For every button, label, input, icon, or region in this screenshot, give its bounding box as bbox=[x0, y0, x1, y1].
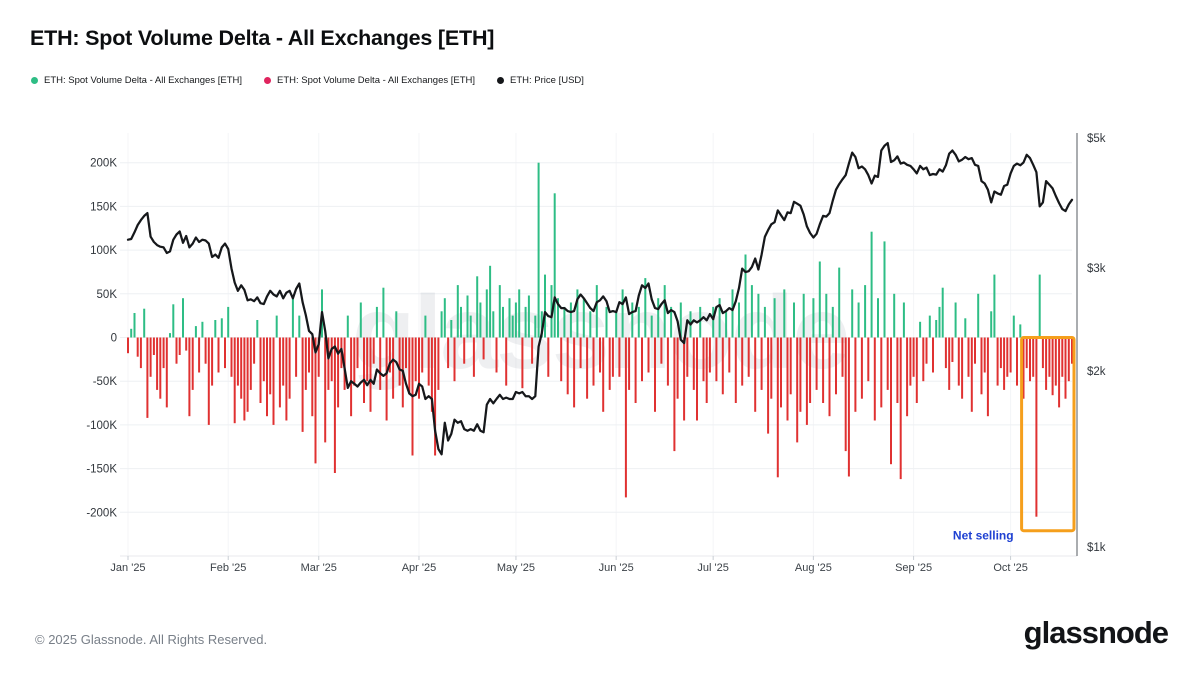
x-tick-label: Jan '25 bbox=[110, 562, 145, 574]
legend-item-volume-delta-negative[interactable]: ETH: Spot Volume Delta - All Exchanges [… bbox=[264, 75, 475, 86]
glassnode-logo[interactable]: glassnode bbox=[1023, 615, 1169, 650]
x-tick-label: Apr '25 bbox=[402, 562, 437, 574]
left-tick-label: 0 bbox=[111, 333, 117, 345]
page-title: ETH: Spot Volume Delta - All Exchanges [… bbox=[30, 26, 495, 50]
right-tick-label: $5k bbox=[1087, 133, 1106, 145]
x-tick-label: Jul '25 bbox=[697, 562, 728, 574]
legend-label: ETH: Spot Volume Delta - All Exchanges [… bbox=[44, 75, 243, 86]
net-selling-highlight-box bbox=[1020, 336, 1076, 533]
x-tick-label: May '25 bbox=[497, 562, 535, 574]
left-tick-label: 100K bbox=[90, 245, 117, 257]
green-dot-icon bbox=[31, 77, 38, 84]
x-tick-label: Oct '25 bbox=[993, 562, 1028, 574]
left-tick-label: -200K bbox=[86, 507, 117, 519]
legend-label: ETH: Spot Volume Delta - All Exchanges [… bbox=[277, 75, 476, 86]
x-tick-label: Feb '25 bbox=[210, 562, 246, 574]
x-tick-label: Mar '25 bbox=[301, 562, 337, 574]
copyright-text: © 2025 Glassnode. All Rights Reserved. bbox=[35, 632, 268, 647]
left-tick-label: -100K bbox=[86, 420, 117, 432]
left-tick-label: -50K bbox=[93, 376, 118, 388]
legend-item-volume-delta-positive[interactable]: ETH: Spot Volume Delta - All Exchanges [… bbox=[31, 75, 242, 86]
left-tick-label: -150K bbox=[86, 464, 117, 476]
net-selling-label: Net selling bbox=[953, 529, 1014, 543]
left-tick-label: 50K bbox=[97, 289, 118, 301]
price-line bbox=[126, 141, 1074, 456]
x-tick-label: Sep '25 bbox=[895, 562, 932, 574]
legend-label: ETH: Price [USD] bbox=[510, 75, 584, 86]
left-tick-label: 150K bbox=[90, 201, 117, 213]
x-tick-label: Aug '25 bbox=[795, 562, 832, 574]
chart-legend: ETH: Spot Volume Delta - All Exchanges [… bbox=[31, 75, 584, 86]
right-axis: $5k $3k $2k $1k bbox=[1076, 133, 1106, 556]
left-axis: 200K 150K 100K 50K 0 -50K -100K -150K -200K bbox=[86, 158, 117, 520]
x-axis: Jan '25 Feb '25 Mar '25 Apr '25 May '25 Jun '… bbox=[110, 555, 1077, 574]
volume-delta-bars bbox=[127, 162, 1073, 517]
right-tick-label: $1k bbox=[1087, 542, 1106, 554]
red-dot-icon bbox=[264, 77, 272, 84]
right-tick-label: $2k bbox=[1087, 366, 1106, 378]
x-tick-label: Jun '25 bbox=[599, 562, 634, 574]
right-tick-label: $3k bbox=[1087, 263, 1106, 275]
black-dot-icon bbox=[497, 77, 505, 84]
legend-item-price[interactable]: ETH: Price [USD] bbox=[497, 75, 584, 86]
left-tick-label: 200K bbox=[90, 158, 117, 170]
